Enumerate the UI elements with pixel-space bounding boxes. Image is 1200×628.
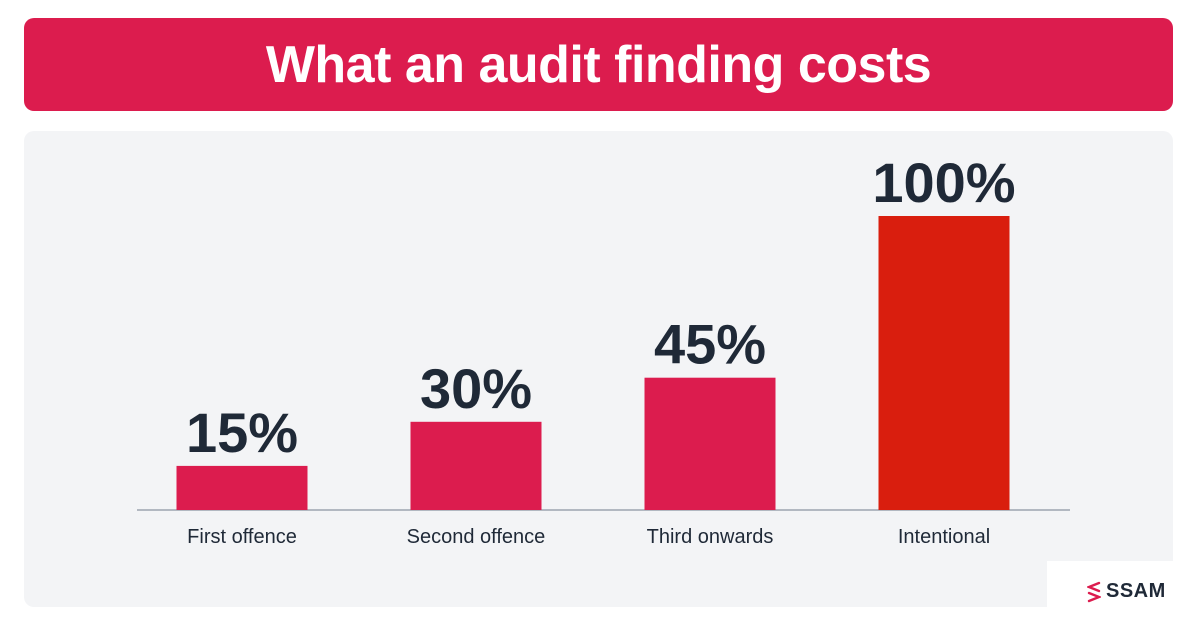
bar-2	[644, 377, 776, 510]
bar-1	[410, 421, 542, 510]
category-label-0: First offence	[187, 526, 297, 548]
value-label-2: 45%	[654, 313, 766, 376]
brand-logo: SSAM	[1087, 580, 1166, 603]
title-banner: What an audit finding costs	[24, 18, 1173, 111]
value-label-3: 100%	[872, 151, 1015, 214]
ssam-logo-icon	[1087, 581, 1101, 602]
category-label-1: Second offence	[407, 526, 546, 548]
bar-3	[878, 216, 1010, 510]
category-label-2: Third onwards	[647, 526, 774, 548]
category-label-3: Intentional	[898, 526, 990, 548]
value-label-0: 15%	[186, 401, 298, 464]
bar-0	[176, 465, 308, 510]
value-label-1: 30%	[420, 357, 532, 420]
brand-box	[1047, 561, 1200, 628]
page-title: What an audit finding costs	[265, 35, 932, 94]
brand-name: SSAM	[1106, 580, 1166, 602]
